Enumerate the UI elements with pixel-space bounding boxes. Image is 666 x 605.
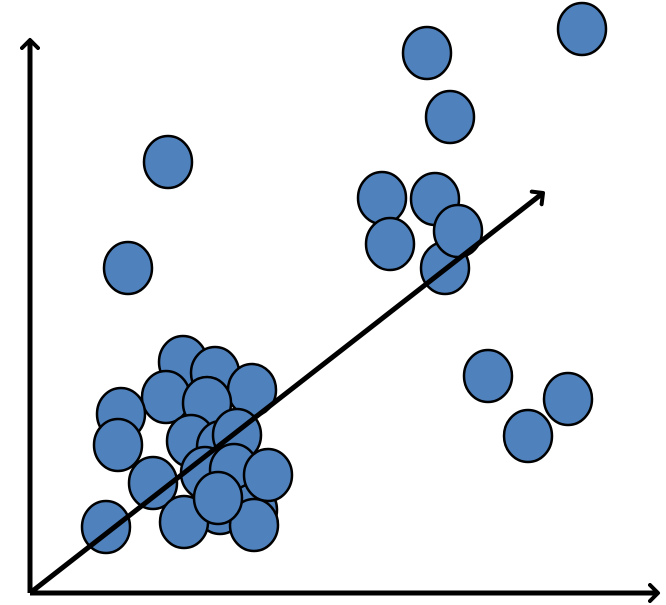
- scatter-point: [424, 89, 476, 145]
- scatter-point: [192, 470, 244, 526]
- scatter-point: [502, 408, 554, 464]
- scatter-point: [462, 348, 514, 404]
- scatter-point: [542, 371, 594, 427]
- scatter-point: [364, 216, 416, 272]
- scatter-point: [242, 447, 294, 503]
- scatter-points: [80, 1, 608, 555]
- scatter-point: [556, 1, 608, 57]
- scatter-point: [228, 497, 280, 553]
- scatter-point: [401, 25, 453, 81]
- scatter-point: [92, 417, 144, 473]
- scatter-point: [142, 134, 194, 190]
- scatter-point: [127, 455, 179, 511]
- principal-direction-arrow: [28, 189, 545, 595]
- scatter-point: [102, 240, 154, 296]
- scatter-point: [356, 170, 408, 226]
